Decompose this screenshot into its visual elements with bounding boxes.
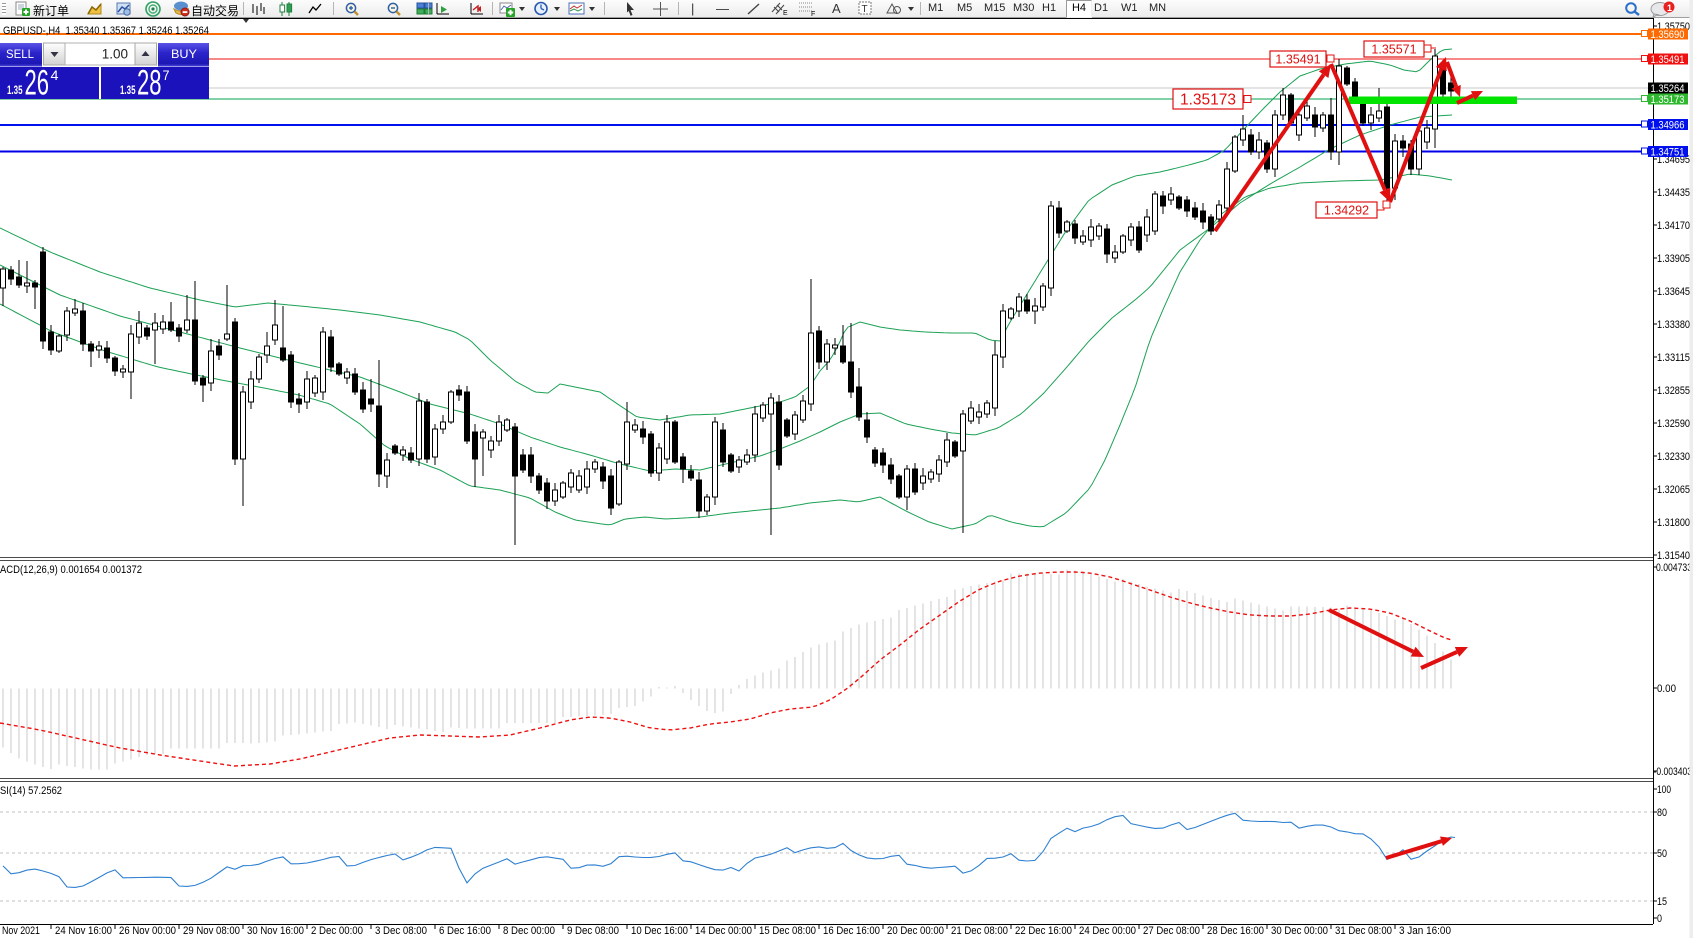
svg-text:1.35491: 1.35491	[1651, 54, 1685, 66]
svg-text:21 Dec 08:00: 21 Dec 08:00	[951, 925, 1008, 937]
svg-text:26: 26	[25, 64, 50, 103]
svg-text:26 Nov 00:00: 26 Nov 00:00	[119, 925, 176, 937]
svg-text:1.32590: 1.32590	[1657, 418, 1690, 430]
svg-text:1.33645: 1.33645	[1657, 286, 1690, 298]
svg-text:1: 1	[1667, 3, 1672, 13]
svg-text:1.31800: 1.31800	[1657, 517, 1690, 529]
svg-text:80: 80	[1657, 807, 1667, 819]
svg-text:1.35173: 1.35173	[1651, 94, 1685, 106]
svg-text:0.004733: 0.004733	[1656, 562, 1692, 574]
svg-text:9 Dec 08:00: 9 Dec 08:00	[567, 925, 619, 937]
svg-text:1.35491: 1.35491	[1275, 53, 1320, 67]
svg-text:1.33115: 1.33115	[1657, 352, 1690, 364]
svg-text:28 Dec 16:00: 28 Dec 16:00	[1207, 925, 1264, 937]
svg-text:3 Dec 08:00: 3 Dec 08:00	[375, 925, 427, 937]
svg-text:1.34170: 1.34170	[1657, 220, 1690, 232]
svg-text:29 Nov 08:00: 29 Nov 08:00	[183, 925, 240, 937]
svg-text:50: 50	[1657, 848, 1667, 860]
svg-text:28: 28	[137, 64, 162, 103]
svg-text:1.34966: 1.34966	[1651, 120, 1685, 132]
svg-text:24 Dec 00:00: 24 Dec 00:00	[1079, 925, 1136, 937]
svg-text:GBPUSD-,H4 1.35340 1.35367 1.: GBPUSD-,H4 1.35340 1.35367 1.35246 1.352…	[3, 25, 209, 37]
svg-text:2 Dec 00:00: 2 Dec 00:00	[311, 925, 363, 937]
svg-text:6 Dec 16:00: 6 Dec 16:00	[439, 925, 491, 937]
svg-text:1.35264: 1.35264	[1651, 83, 1685, 95]
svg-text:3 Jan 16:00: 3 Jan 16:00	[1399, 925, 1451, 937]
svg-text:E: E	[783, 10, 788, 17]
svg-text:F: F	[811, 11, 815, 17]
svg-text:100: 100	[1657, 784, 1671, 796]
svg-text:4: 4	[51, 67, 59, 83]
svg-text:30 Nov 16:00: 30 Nov 16:00	[247, 925, 304, 937]
svg-text:22 Dec 16:00: 22 Dec 16:00	[1015, 925, 1072, 937]
svg-text:SI(14) 57.2562: SI(14) 57.2562	[0, 785, 62, 797]
svg-text:1.33905: 1.33905	[1657, 253, 1690, 265]
svg-text:1.35: 1.35	[120, 83, 136, 97]
svg-text:16 Dec 16:00: 16 Dec 16:00	[823, 925, 880, 937]
svg-text:10 Dec 16:00: 10 Dec 16:00	[631, 925, 688, 937]
svg-text:1.34435: 1.34435	[1657, 187, 1690, 199]
svg-text:14 Dec 00:00: 14 Dec 00:00	[695, 925, 752, 937]
svg-text:30 Dec 00:00: 30 Dec 00:00	[1271, 925, 1328, 937]
svg-text:-0.003403: -0.003403	[1654, 766, 1693, 778]
svg-text:0.00: 0.00	[1657, 683, 1676, 695]
svg-text:8 Dec 00:00: 8 Dec 00:00	[503, 925, 555, 937]
svg-text:1.00: 1.00	[102, 47, 128, 62]
svg-text:15: 15	[1657, 896, 1667, 908]
svg-text:1.35571: 1.35571	[1371, 43, 1416, 57]
svg-text:27 Dec 08:00: 27 Dec 08:00	[1143, 925, 1200, 937]
svg-text:1.32855: 1.32855	[1657, 385, 1690, 397]
svg-text:1.33380: 1.33380	[1657, 319, 1690, 331]
svg-text:15 Dec 08:00: 15 Dec 08:00	[759, 925, 816, 937]
svg-text:1.34292: 1.34292	[1324, 204, 1369, 218]
svg-text:1.35690: 1.35690	[1651, 29, 1685, 41]
svg-text:T: T	[862, 4, 868, 15]
svg-text:1.32065: 1.32065	[1657, 484, 1690, 496]
svg-text:1.32330: 1.32330	[1657, 451, 1690, 463]
svg-text:1.35: 1.35	[7, 83, 23, 97]
svg-text:BUY: BUY	[171, 47, 197, 61]
svg-text:1.34751: 1.34751	[1651, 147, 1685, 159]
svg-text:20 Dec 00:00: 20 Dec 00:00	[887, 925, 944, 937]
svg-text:0: 0	[1657, 913, 1662, 925]
svg-text:24 Nov 16:00: 24 Nov 16:00	[55, 925, 112, 937]
svg-text:Nov 2021: Nov 2021	[2, 925, 40, 937]
svg-text:SELL: SELL	[6, 47, 34, 61]
svg-text:7: 7	[163, 67, 170, 83]
svg-text:1.31540: 1.31540	[1657, 550, 1690, 562]
svg-text:31 Dec 08:00: 31 Dec 08:00	[1335, 925, 1392, 937]
svg-text:1.35173: 1.35173	[1180, 92, 1236, 109]
svg-text:ACD(12,26,9) 0.001654 0.001372: ACD(12,26,9) 0.001654 0.001372	[0, 564, 142, 576]
